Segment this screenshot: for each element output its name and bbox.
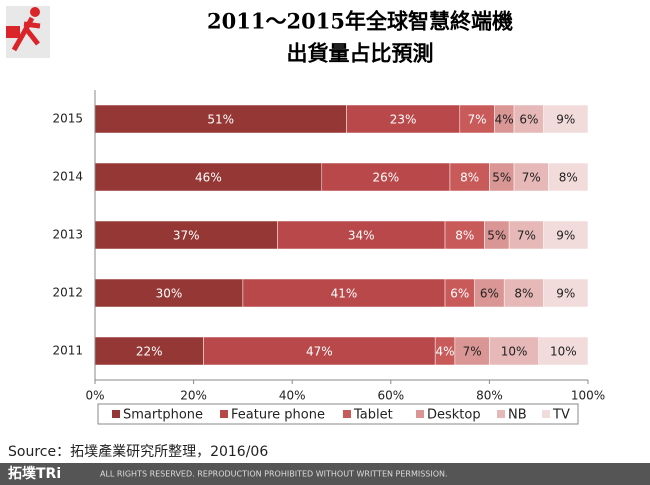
- legend-swatch: [497, 410, 505, 418]
- bar-segment: [94, 278, 244, 308]
- value-label: 47%: [306, 345, 333, 359]
- x-tick-label: 40%: [279, 389, 306, 403]
- y-tick-label: 2015: [52, 112, 83, 126]
- value-label: 26%: [373, 171, 400, 185]
- bar-segment: [444, 278, 475, 308]
- value-label: 10%: [501, 345, 528, 359]
- value-label: 23%: [390, 113, 417, 127]
- bar-segment: [94, 220, 278, 250]
- legend-swatch: [220, 410, 228, 418]
- value-label: 9%: [556, 113, 575, 127]
- chart-title: 出貨量占比預測: [287, 41, 434, 66]
- bar-segment: [242, 278, 446, 308]
- bar-segment: [94, 104, 347, 134]
- bar-segment: [203, 336, 436, 366]
- y-tick-label: 2014: [52, 170, 83, 184]
- value-label: 8%: [514, 287, 533, 301]
- value-label: 34%: [348, 229, 375, 243]
- bar-segment: [346, 104, 461, 134]
- value-label: 37%: [173, 229, 200, 243]
- value-label: 41%: [331, 287, 358, 301]
- value-label: 9%: [556, 229, 575, 243]
- legend-swatch: [343, 410, 351, 418]
- bar-segment: [94, 162, 323, 192]
- value-label: 46%: [195, 171, 222, 185]
- legend-label: Tablet: [353, 408, 393, 423]
- value-label: 22%: [136, 345, 163, 359]
- value-label: 51%: [207, 113, 234, 127]
- value-label: 6%: [450, 287, 469, 301]
- value-label: 8%: [455, 229, 474, 243]
- legend-label: Smartphone: [123, 408, 203, 423]
- bar-segment: [543, 104, 589, 134]
- x-tick-label: 0%: [85, 389, 104, 403]
- footer-rights: ALL RIGHTS RESERVED. REPRODUCTION PROHIB…: [100, 470, 448, 479]
- bar-segment: [444, 220, 485, 250]
- legend-box: [97, 403, 579, 425]
- bar-segment: [321, 162, 451, 192]
- value-label: 8%: [460, 171, 479, 185]
- y-tick-label: 2011: [52, 344, 83, 358]
- bar-segment: [503, 278, 544, 308]
- bar-segment: [543, 278, 589, 308]
- bar-segment: [459, 104, 495, 134]
- x-tick-label: 20%: [180, 389, 207, 403]
- value-label: 7%: [517, 229, 536, 243]
- legend-label: Desktop: [427, 408, 481, 423]
- bar-segment: [489, 336, 539, 366]
- value-label: 8%: [559, 171, 578, 185]
- legend-label: NB: [508, 408, 527, 423]
- value-label: 30%: [156, 287, 183, 301]
- source: Source：拓墣產業研究所整理，2016/06: [8, 443, 268, 460]
- value-label: 4%: [495, 113, 514, 127]
- bar-segment: [513, 104, 544, 134]
- x-tick-label: 100%: [571, 389, 605, 403]
- footer-bar: [0, 463, 650, 485]
- value-label: 7%: [463, 345, 482, 359]
- footer-logo: 拓墣TRi: [8, 465, 61, 482]
- legend-label: Feature phone: [231, 408, 325, 423]
- value-label: 10%: [550, 345, 577, 359]
- value-label: 6%: [480, 287, 499, 301]
- bar-segment: [508, 220, 544, 250]
- bar-segment: [474, 278, 505, 308]
- value-label: 7%: [468, 113, 487, 127]
- chart-title: 2011～2015年全球智慧終端機: [207, 9, 513, 34]
- bar-segment: [277, 220, 446, 250]
- bar-segment: [543, 220, 589, 250]
- bar-segment: [538, 336, 589, 366]
- value-label: 9%: [556, 287, 575, 301]
- bar-segment: [484, 220, 510, 250]
- value-label: 7%: [522, 171, 541, 185]
- value-label: 6%: [519, 113, 538, 127]
- bar-segment: [489, 162, 515, 192]
- legend-swatch: [542, 410, 550, 418]
- y-tick-label: 2013: [52, 228, 83, 242]
- value-label: 5%: [492, 171, 511, 185]
- bar-segment: [548, 162, 589, 192]
- legend-swatch: [112, 410, 120, 418]
- legend-label: TV: [552, 408, 570, 423]
- logo-icon: [6, 6, 50, 58]
- value-label: 5%: [487, 229, 506, 243]
- bar-segment: [513, 162, 549, 192]
- value-label: 4%: [436, 345, 455, 359]
- x-tick-label: 80%: [476, 389, 503, 403]
- legend-swatch: [416, 410, 424, 418]
- y-tick-label: 2012: [52, 286, 83, 300]
- x-tick-label: 60%: [377, 389, 404, 403]
